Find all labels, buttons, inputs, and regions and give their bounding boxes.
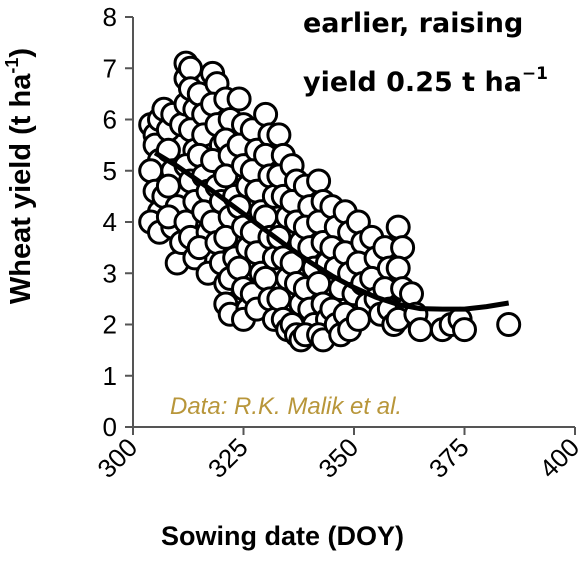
y-axis-ticks: 0 1 2 3 4 5 6 7 8 — [103, 2, 133, 442]
data-source-note: Data: R.K. Malik et al. — [170, 393, 403, 420]
y-tick-label: 8 — [103, 2, 117, 32]
y-axis-title: Wheat yield (t ha-1) — [2, 41, 38, 311]
data-point — [385, 255, 411, 281]
data-point — [138, 158, 164, 184]
annotation-line-2-superscript: −1 — [521, 64, 548, 84]
y-tick-label: 4 — [103, 207, 117, 237]
data-point — [306, 271, 332, 296]
y-axis-title-close: ) — [5, 47, 37, 58]
trend-curve — [153, 150, 510, 312]
annotation-line-2: yield 0.25 t ha−1 — [303, 64, 548, 98]
annotation-line-1: earlier, raising — [303, 8, 524, 39]
x-tick-label: 300 — [91, 432, 143, 484]
data-point — [226, 255, 252, 281]
y-tick-label: 3 — [103, 258, 117, 288]
data-point — [385, 214, 411, 240]
y-tick-label: 7 — [103, 53, 117, 83]
annotation-line-2-text: yield 0.25 t ha — [303, 67, 522, 98]
data-point — [390, 235, 416, 261]
data-point — [266, 122, 292, 148]
x-tick-label: 375 — [423, 432, 475, 484]
y-tick-label: 1 — [103, 361, 117, 391]
data-point — [226, 86, 252, 112]
x-tick-label: 350 — [312, 432, 364, 484]
data-point — [345, 306, 371, 332]
y-tick-label: 5 — [103, 156, 117, 186]
data-point — [496, 312, 522, 337]
data-point — [452, 317, 477, 343]
data-point — [178, 55, 203, 81]
data-point — [253, 101, 279, 127]
data-point — [306, 168, 332, 194]
data-point — [399, 281, 424, 307]
x-axis-ticks: 300 325 350 375 400 — [91, 427, 585, 484]
y-axis-title-superscript: -1 — [2, 57, 22, 74]
y-tick-label: 6 — [103, 105, 117, 135]
x-tick-label: 325 — [202, 432, 254, 484]
data-point — [155, 173, 181, 199]
y-tick-label: 0 — [103, 412, 117, 442]
data-point — [407, 317, 433, 343]
data-point — [266, 286, 292, 312]
x-axis-title: Sowing date (DOY) — [161, 521, 404, 551]
x-tick-label: 400 — [533, 432, 585, 484]
data-point — [253, 265, 279, 291]
y-axis-title-text: Wheat yield (t ha — [5, 73, 37, 305]
y-tick-label: 2 — [103, 310, 117, 340]
data-points — [138, 50, 522, 353]
